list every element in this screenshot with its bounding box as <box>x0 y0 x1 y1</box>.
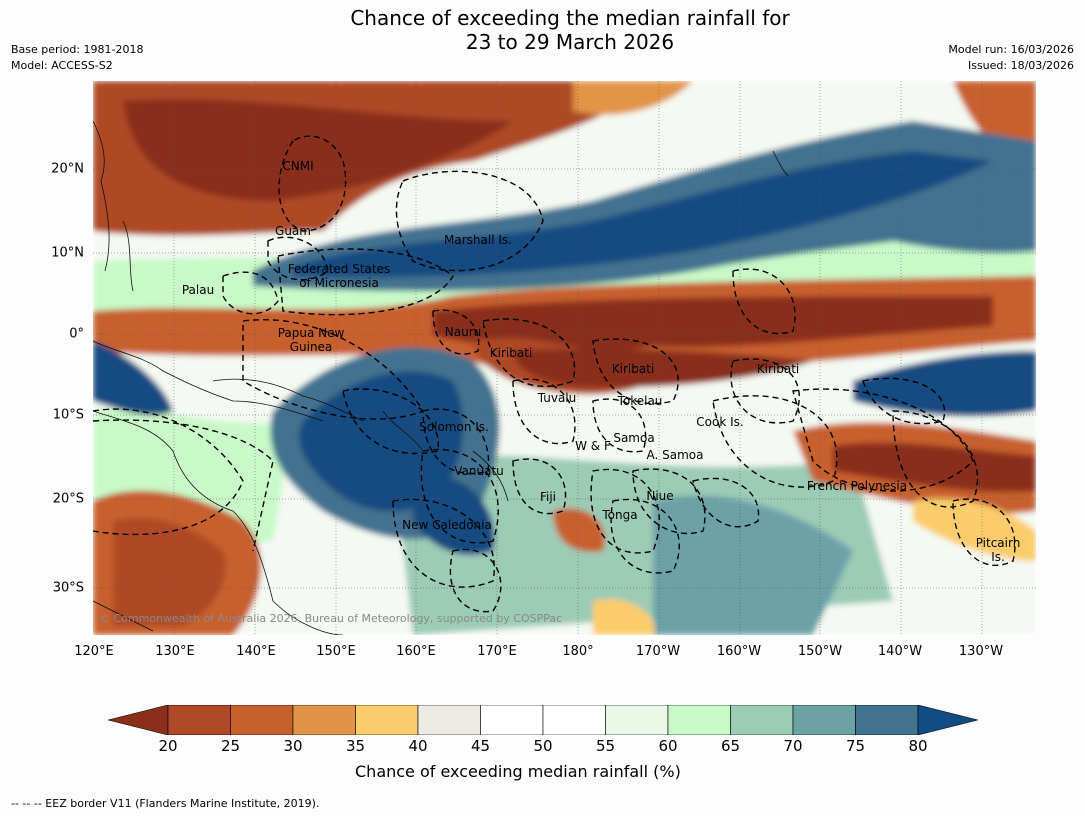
region-label: Tonga <box>602 508 638 522</box>
colorbar-over-arrow <box>917 705 978 735</box>
region-label: Niue <box>646 489 674 503</box>
lat-tick-label: 10°N <box>51 245 84 261</box>
colorbar-tick-label: 45 <box>470 737 491 755</box>
colorbar-under-arrow <box>108 705 169 735</box>
colorbar <box>108 705 978 735</box>
lon-tick-label: 120°E <box>74 644 114 659</box>
coastlines <box>93 120 789 635</box>
region-label: Kiribati <box>756 362 800 376</box>
colorbar-tick-label: 30 <box>283 737 303 755</box>
region-label: CNMI <box>282 159 314 173</box>
region-label: Kiribati <box>489 346 533 360</box>
region-label: Tuvalu <box>537 391 577 405</box>
colorbar-bin <box>792 705 856 735</box>
region-label: Kiribati <box>611 362 655 376</box>
colorbar-bin <box>542 705 606 735</box>
colorbar-bin <box>855 705 919 735</box>
lon-tick-label: 130°E <box>155 644 195 659</box>
region-label: Nauru <box>444 325 482 339</box>
colorbar-tick-label: 75 <box>845 737 866 755</box>
region-label: Tokelau <box>617 394 663 408</box>
map-canvas <box>93 81 1036 635</box>
lon-tick-label: 170°E <box>477 644 517 659</box>
colorbar-bin <box>480 705 544 735</box>
eez-borders <box>93 135 1016 613</box>
lat-tick-label: 30°S <box>52 580 84 596</box>
colorbar-tick-label: 40 <box>408 737 428 755</box>
colorbar-bin <box>230 705 294 735</box>
lat-tick-label: 20°S <box>52 491 84 507</box>
colorbar-bin <box>292 705 356 735</box>
colorbar-tick-label: 60 <box>658 737 678 755</box>
region-label: W & F <box>575 439 611 453</box>
model-run: Model run: 16/03/2026 <box>948 43 1074 56</box>
lon-tick-label: 150°W <box>797 644 843 659</box>
region-label: Solomon Is. <box>419 420 489 434</box>
title-line-1: Chance of exceeding the median rainfall … <box>350 6 790 30</box>
region-label: New Caledonia <box>402 518 492 532</box>
colorbar-tick-label: 25 <box>220 737 241 755</box>
lon-tick-label: 150°E <box>316 644 356 659</box>
region-label: Guam <box>275 224 311 238</box>
region-label: A. Samoa <box>646 448 704 462</box>
chart-title: Chance of exceeding the median rainfall … <box>0 6 1085 54</box>
lat-tick-label: 0° <box>69 326 84 342</box>
region-label: Fiji <box>539 490 557 504</box>
lon-tick-label: 160°E <box>396 644 436 659</box>
title-line-2: 23 to 29 March 2026 <box>465 30 675 54</box>
region-label: Pitcairn Is. <box>975 536 1021 564</box>
colorbar-bin <box>605 705 669 735</box>
rainfall-map: CNMI Guam Marshall Is. Federated States of M… <box>93 81 1036 635</box>
colorbar-bin <box>667 705 731 735</box>
colorbar-tick-label: 50 <box>533 737 553 755</box>
region-label: Cook Is. <box>696 415 744 429</box>
colorbar-bin <box>355 705 419 735</box>
colorbar-bin <box>730 705 794 735</box>
region-label: Marshall Is. <box>444 233 512 247</box>
colorbar-tick-label: 55 <box>595 737 616 755</box>
region-label: Palau <box>181 283 215 297</box>
colorbar-tick-label: 35 <box>345 737 366 755</box>
lon-tick-label: 140°E <box>236 644 276 659</box>
base-period: Base period: 1981-2018 <box>11 43 144 56</box>
lon-tick-label: 140°W <box>877 644 923 659</box>
meta-right: Model run: 16/03/2026 Issued: 18/03/2026 <box>948 42 1074 74</box>
copyright-notice: © Commonwealth of Australia 2026, Bureau… <box>99 612 563 625</box>
colorbar-title: Chance of exceeding median rainfall (%) <box>355 762 681 781</box>
eez-footnote: -- -- -- EEZ border V11 (Flanders Marine… <box>11 797 320 810</box>
region-label: Vanuatu <box>454 464 504 478</box>
lon-tick-label: 170°W <box>635 644 681 659</box>
lon-tick-label: 130°W <box>958 644 1004 659</box>
lon-tick-label: 180° <box>562 644 594 659</box>
region-label: Federated States of Micronesia <box>287 262 391 290</box>
graticule <box>93 81 1036 635</box>
meta-left: Base period: 1981-2018 Model: ACCESS-S2 <box>11 42 143 74</box>
colorbar-bin <box>417 705 481 735</box>
region-label: Samoa <box>613 431 655 445</box>
lat-tick-label: 20°N <box>51 161 84 177</box>
region-label: French Polynesia <box>806 479 908 493</box>
colorbar-tick-label: 20 <box>158 737 178 755</box>
rainfall-field <box>93 81 1036 635</box>
lon-tick-label: 160°W <box>716 644 762 659</box>
model-name: Model: ACCESS-S2 <box>11 59 113 72</box>
colorbar-bin <box>167 705 231 735</box>
issued-date: Issued: 18/03/2026 <box>967 59 1074 72</box>
colorbar-tick-label: 65 <box>720 737 741 755</box>
region-label: Papua New Guinea <box>277 326 345 354</box>
lat-tick-label: 10°S <box>52 407 84 423</box>
colorbar-tick-label: 70 <box>783 737 803 755</box>
colorbar-tick-label: 80 <box>908 737 928 755</box>
